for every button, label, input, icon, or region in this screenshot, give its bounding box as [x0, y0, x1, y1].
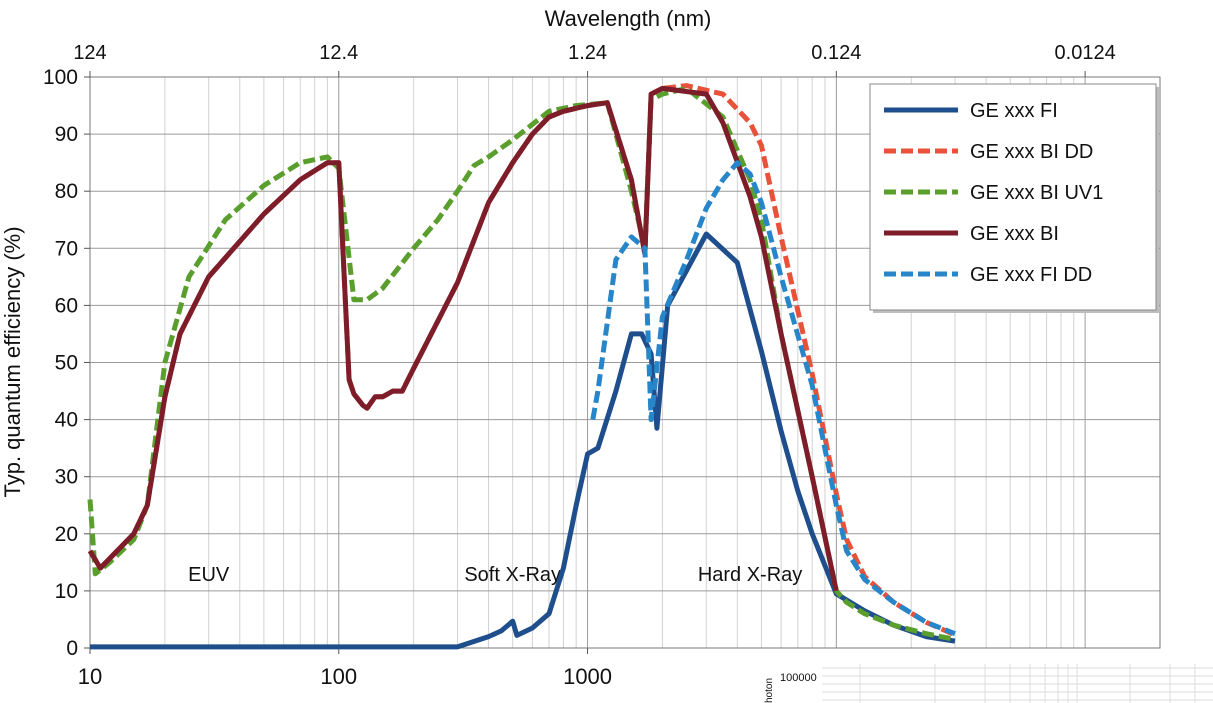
corner-fragment-label: hoton: [764, 678, 775, 703]
x-axis-ticks: 10 100 1000: [78, 648, 612, 689]
x2-tick-label: 124: [73, 42, 106, 64]
y-tick-label: 10: [55, 580, 78, 603]
y-axis-ticks: 0 10 20 30 40 50 60 70 80 90 100: [43, 66, 90, 660]
legend-box: [869, 83, 1157, 311]
corner-fragment-tick: 100000: [780, 672, 817, 684]
corner-fragment-gridlines: [822, 664, 1213, 703]
legend-label: GE xxx FI: [970, 100, 1058, 122]
series-line-0: [90, 231, 956, 650]
region-label: Hard X-Ray: [698, 564, 802, 586]
corner-fragment: hoton 100000: [764, 662, 1213, 703]
x2-axis-ticks: 124 12.4 1.24 0.124 0.0124: [73, 42, 1116, 77]
y-tick-label: 50: [55, 352, 78, 375]
y-tick-label: 0: [66, 637, 78, 660]
x2-tick-label: 12.4: [319, 42, 358, 64]
x-tick-label: 1000: [563, 664, 612, 689]
x2-tick-label: 0.0124: [1055, 42, 1116, 64]
x-tick-label: 10: [78, 664, 102, 689]
legend-label: GE xxx BI: [970, 223, 1059, 245]
legend-label: GE xxx FI DD: [970, 264, 1092, 286]
y-axis-label: Typ. quantum efficiency (%): [0, 226, 25, 497]
region-labels: EUV Soft X-Ray Hard X-Ray: [188, 564, 802, 586]
x-tick-label: 100: [320, 664, 357, 689]
legend-label: GE xxx BI UV1: [970, 182, 1103, 204]
legend: GE xxx FI GE xxx BI DD GE xxx BI UV1 GE xxx…: [869, 83, 1159, 313]
series-line-3: [87, 85, 839, 592]
series-line-4: [590, 160, 956, 637]
y-tick-label: 90: [55, 123, 78, 146]
y-tick-label: 20: [55, 523, 78, 546]
corner-fragment-background: [822, 662, 1213, 703]
region-label: EUV: [188, 564, 230, 586]
series-lines: [87, 83, 957, 650]
x2-tick-label: 1.24: [568, 42, 607, 64]
x2-axis-label: Wavelength (nm): [545, 6, 712, 31]
x2-tick-label: 0.124: [811, 42, 861, 64]
y-tick-label: 100: [43, 66, 78, 89]
y-tick-label: 80: [55, 180, 78, 203]
region-label: Soft X-Ray: [464, 564, 561, 586]
legend-label: GE xxx BI DD: [970, 141, 1093, 163]
y-tick-label: 40: [55, 409, 78, 432]
y-tick-label: 30: [55, 466, 78, 489]
y-tick-label: 60: [55, 294, 78, 317]
y-tick-label: 70: [55, 237, 78, 260]
